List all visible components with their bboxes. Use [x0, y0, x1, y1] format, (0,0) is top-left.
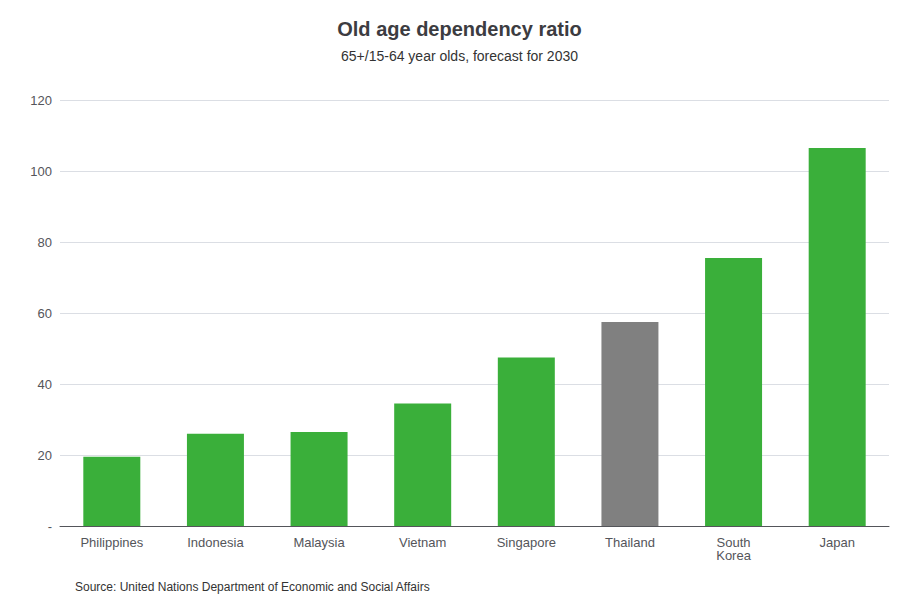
svg-text:60: 60 [38, 306, 52, 321]
svg-text:80: 80 [38, 235, 52, 250]
svg-text:40: 40 [38, 377, 52, 392]
svg-text:100: 100 [30, 164, 52, 179]
svg-text:Vietnam: Vietnam [399, 535, 446, 550]
svg-text:Japan: Japan [819, 535, 854, 550]
svg-text:Thailand: Thailand [605, 535, 655, 550]
svg-text:Old age dependency ratio: Old age dependency ratio [337, 18, 582, 40]
svg-text:120: 120 [30, 93, 52, 108]
svg-text:-: - [48, 519, 52, 534]
svg-text:Malaysia: Malaysia [293, 535, 345, 550]
svg-text:65+/15-64 year olds, forecast: 65+/15-64 year olds, forecast for 2030 [341, 48, 578, 64]
svg-text:South: South [716, 535, 751, 550]
svg-text:20: 20 [38, 448, 52, 463]
svg-text:Singapore: Singapore [497, 535, 556, 550]
svg-text:Philippines: Philippines [80, 535, 143, 550]
svg-text:Source: United Nations Departm: Source: United Nations Department of Eco… [75, 580, 430, 594]
svg-text:Korea: Korea [716, 548, 751, 563]
svg-text:Indonesia: Indonesia [187, 535, 244, 550]
